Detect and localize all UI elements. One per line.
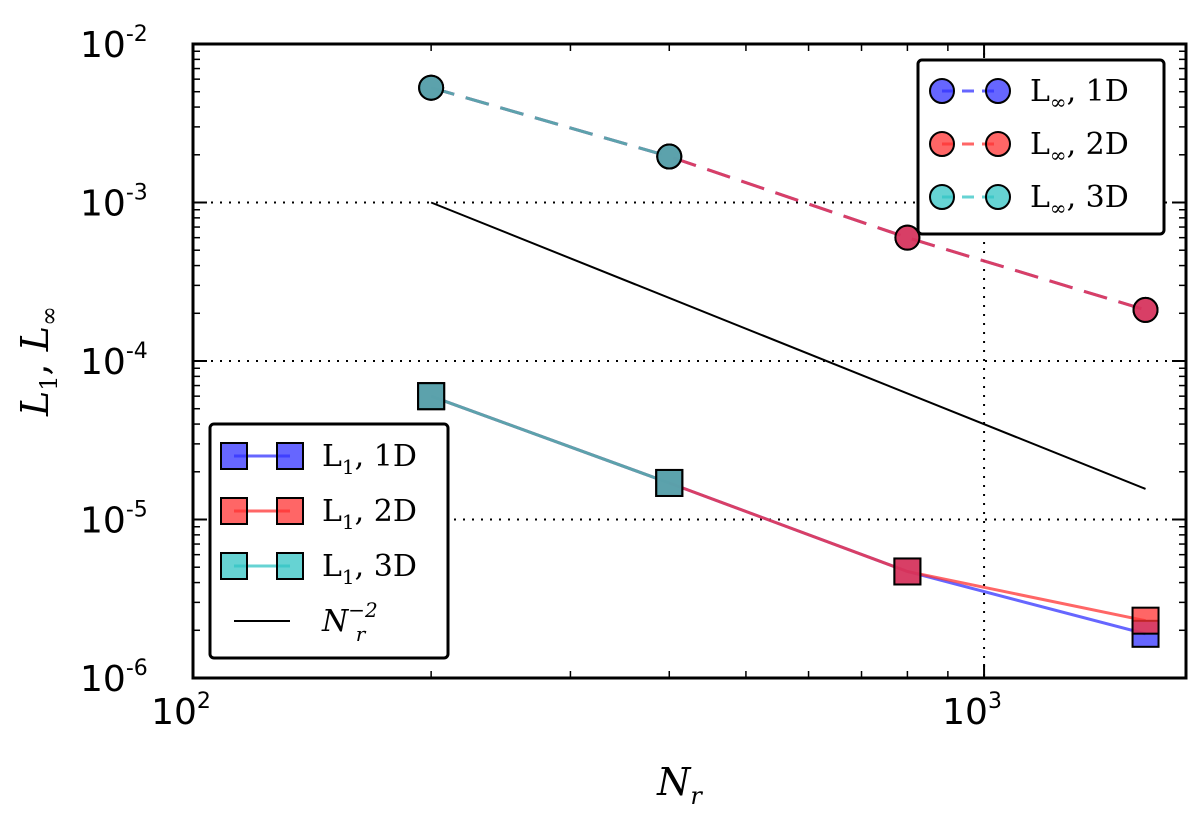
legend-top-right-entry-label-main: L (1030, 127, 1050, 162)
y-tick-exponent: -5 (126, 498, 148, 523)
y-tick-exponent: -3 (126, 181, 148, 206)
x-tick-base: 10 (942, 692, 988, 733)
legend-bottom-left-entry-label-sub: r (356, 622, 367, 646)
legend-top-right-entry-marker (985, 131, 1011, 157)
y-axis-label-linf-sub: ∞ (35, 306, 63, 326)
x-tick-base: 10 (151, 692, 197, 733)
legend-top-right-entry-label-sub: ∞ (1050, 143, 1067, 167)
legend-bottom-left-entry-label-rest: , 3D (355, 549, 417, 584)
x-tick-label: 102 (151, 689, 211, 733)
x-tick-label: 103 (942, 689, 1002, 733)
series-line-linf-3d (430, 86, 670, 158)
legend-bottom-left-entry-label-main: N (321, 604, 350, 639)
legend-bottom-left-entry-label: N−2 r (321, 598, 378, 646)
legend-bottom-left-entry-label-sub: 1 (342, 565, 355, 589)
legend-top-right-entry-marker (985, 78, 1011, 104)
y-axis-label-linf: L (13, 326, 57, 352)
legend-bottom-left-entry-marker (220, 497, 248, 525)
y-tick-base: 10 (80, 25, 126, 66)
legend-top-right-entry-label-rest: , 1D (1067, 74, 1129, 109)
legend-bottom-left-entry-label-main: L (322, 549, 342, 584)
y-tick-label: 10-5 (80, 498, 148, 542)
y-tick-exponent: -4 (126, 339, 148, 364)
legend-bottom-left-entry-label: L1, 1D (322, 439, 417, 479)
legend-bottom-left-entry-label-main: L (322, 494, 342, 529)
reference-line-nr-2 (430, 201, 1146, 490)
y-tick-base: 10 (80, 342, 126, 383)
y-axis-label-sep: , (13, 351, 57, 375)
series-line-l1-2d (430, 394, 1146, 623)
x-tick-exponent: 2 (197, 689, 211, 714)
x-axis-label-main: N (656, 760, 692, 804)
legend-bottom-left-entry-label-main: L (322, 439, 342, 474)
legend-top-right-entry-label-rest: , 3D (1067, 180, 1129, 215)
series-line-l1-3d (430, 394, 670, 485)
x-tick-exponent: 3 (988, 689, 1002, 714)
legend-top-right-entry-marker (929, 78, 955, 104)
legend-bottom-left-entry-marker (220, 552, 248, 580)
y-tick-label: 10-6 (80, 656, 148, 700)
x-axis-label: Nr (656, 760, 703, 810)
legend-top-right: L∞, 1DL∞, 2DL∞, 3D (916, 58, 1166, 236)
legend-top-right-entry-label-sub: ∞ (1050, 196, 1067, 220)
legend-top-right-entry-label: L∞, 3D (1030, 180, 1129, 220)
grid-lines (193, 44, 1186, 678)
legend-top-right-entry-marker (929, 184, 955, 210)
legend-top-right-entry-label-sub: ∞ (1050, 90, 1067, 114)
y-tick-label: 10-4 (80, 339, 148, 383)
y-axis-label-l1: L (13, 391, 57, 417)
data-point-l1-2d (1131, 606, 1160, 635)
legend-bottom-left-entry-label-sub: 1 (342, 455, 355, 479)
legend-bottom-left-entry-label: L1, 2D (322, 494, 417, 534)
y-tick-label: 10-3 (80, 181, 148, 225)
legend-top-right-entry-label-rest: , 2D (1067, 127, 1129, 162)
legend-bottom-left-entry-marker (276, 442, 304, 470)
legend-bottom-left-frame (208, 422, 450, 660)
legend-top-right-entry-label-main: L (1030, 74, 1050, 109)
legend-bottom-left-entry-marker (276, 497, 304, 525)
y-tick-label: 10-2 (80, 22, 148, 66)
plot-series (417, 74, 1160, 648)
legend-top-right-entry-label: L∞, 1D (1030, 74, 1129, 114)
y-tick-exponent: -6 (126, 656, 148, 681)
y-axis-label: L1, L∞ (13, 306, 63, 417)
legend-top-right-entry-marker (985, 184, 1011, 210)
legend-bottom-left-entry-label-sub: 1 (342, 510, 355, 534)
legend-top-right-entry-label-main: L (1030, 180, 1050, 215)
legend-top-right-entry-label: L∞, 2D (1030, 127, 1129, 167)
legend-bottom-left-entry-label-rest: , 2D (355, 494, 417, 529)
data-point-l1-2d (893, 557, 922, 586)
legend-top-right-frame (916, 58, 1166, 236)
data-point-linf-2d (894, 224, 921, 251)
legend-bottom-left-entry-label: L1, 3D (322, 549, 417, 589)
legend-bottom-left-entry-label-rest: , 1D (355, 439, 417, 474)
x-axis-label-sub: r (690, 782, 703, 810)
legend-bottom-left-entry-label-sup: −2 (348, 598, 377, 622)
y-tick-base: 10 (80, 184, 126, 225)
y-tick-exponent: -2 (126, 22, 148, 47)
y-tick-base: 10 (80, 659, 126, 700)
data-point-linf-2d (1132, 296, 1159, 323)
legend-top-right-entry-marker (929, 131, 955, 157)
data-point-l1-3d (417, 382, 446, 411)
data-point-l1-3d (655, 468, 684, 497)
data-point-linf-3d (656, 143, 683, 170)
legend-bottom-left-entry-marker (220, 442, 248, 470)
data-point-linf-3d (418, 74, 445, 101)
legend-bottom-left-entry-marker (276, 552, 304, 580)
y-tick-base: 10 (80, 501, 126, 542)
y-axis-label-l1-sub: 1 (35, 375, 63, 390)
